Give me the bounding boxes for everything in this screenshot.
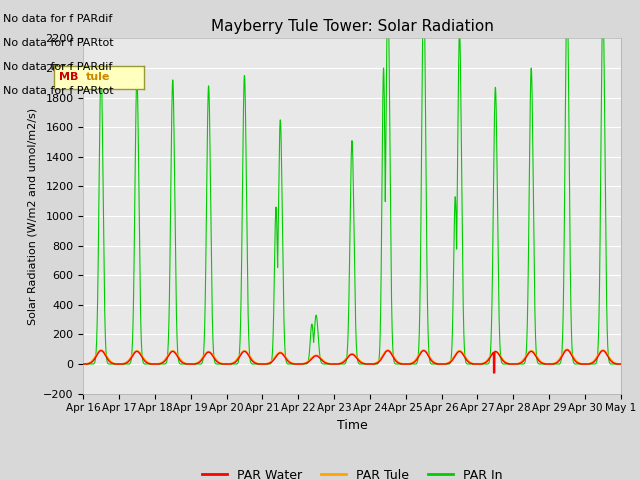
Text: No data for f PARdif: No data for f PARdif (3, 62, 113, 72)
Text: tule: tule (86, 72, 110, 82)
Text: No data for f PARtot: No data for f PARtot (3, 38, 114, 48)
X-axis label: Time: Time (337, 419, 367, 432)
Text: MB: MB (59, 72, 78, 82)
Text: No data for f PARdif: No data for f PARdif (3, 14, 113, 24)
Legend: PAR Water, PAR Tule, PAR In: PAR Water, PAR Tule, PAR In (197, 464, 507, 480)
Title: Mayberry Tule Tower: Solar Radiation: Mayberry Tule Tower: Solar Radiation (211, 20, 493, 35)
Y-axis label: Solar Radiation (W/m2 and umol/m2/s): Solar Radiation (W/m2 and umol/m2/s) (28, 108, 37, 324)
Text: No data for f PARtot: No data for f PARtot (3, 86, 114, 96)
